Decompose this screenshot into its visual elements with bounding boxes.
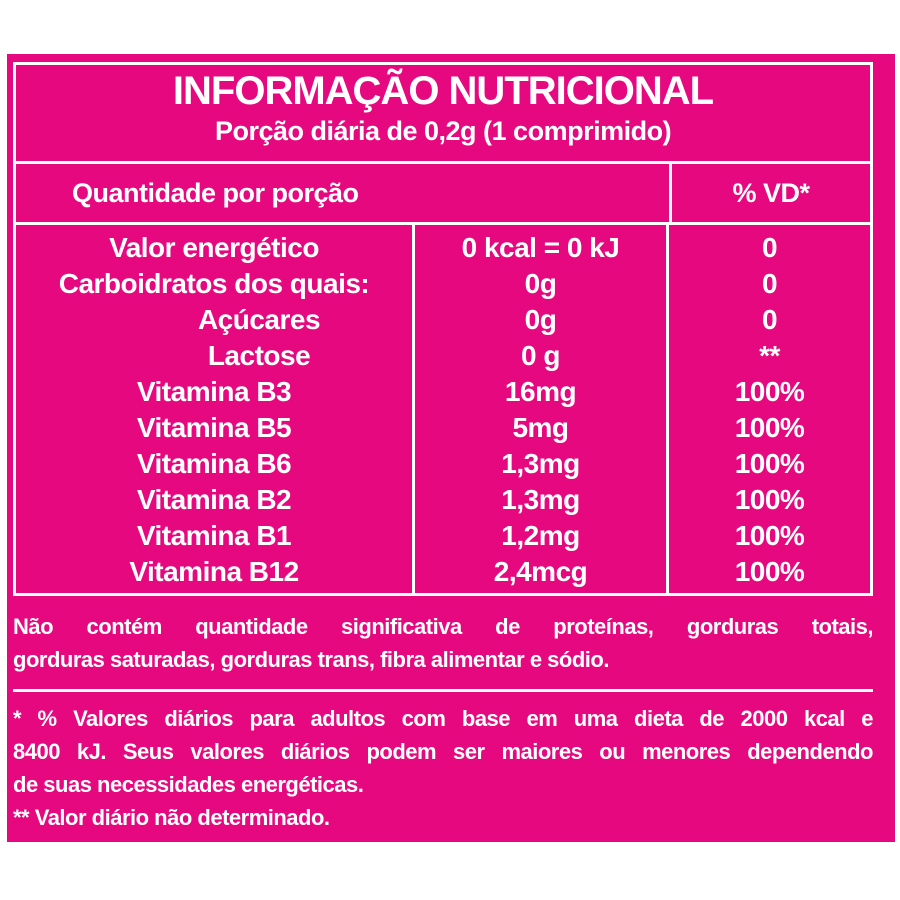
serving-size-line: Porção diária de 0,2g (1 comprimido) bbox=[214, 116, 672, 146]
label-title: INFORMAÇÃO NUTRICIONAL bbox=[172, 69, 714, 113]
nutrient-vd: 100% bbox=[734, 520, 805, 551]
nutrient-vd: 100% bbox=[734, 412, 805, 443]
nutrient-label: Vitamina B5 bbox=[136, 412, 292, 443]
nutrient-vd: 0 bbox=[761, 232, 778, 263]
footnote-line: 8400 kJ. Seus valores diários podem ser … bbox=[13, 739, 874, 764]
nutrient-vd: 0 bbox=[761, 304, 778, 335]
nutrient-amount: 1,2mg bbox=[501, 520, 580, 551]
nutrient-amount: 1,3mg bbox=[501, 448, 580, 479]
nutrient-amount: 2,4mcg bbox=[493, 556, 588, 587]
column-nutrient-labels: Valor energético Carboidratos dos quais:… bbox=[16, 225, 415, 593]
nutrient-amount: 0 kcal = 0 kJ bbox=[461, 232, 620, 263]
table-header-row: Quantidade por porção % VD* bbox=[16, 164, 870, 225]
no-significant-amounts-note: Não contém quantidade significativa de p… bbox=[13, 610, 874, 676]
nutrient-label: Vitamina B3 bbox=[136, 376, 292, 407]
nutrient-label: Valor energético bbox=[109, 232, 319, 263]
nutrient-amount: 5mg bbox=[512, 412, 569, 443]
header-quantity-label: Quantidade por porção bbox=[16, 164, 672, 222]
notes-area: Não contém quantidade significativa de p… bbox=[13, 610, 874, 834]
nutrient-label: Açúcares bbox=[197, 304, 321, 335]
nutrient-vd: 100% bbox=[734, 484, 805, 515]
note-line: gorduras saturadas, gorduras trans, fibr… bbox=[13, 647, 609, 672]
nutrient-amount: 0 g bbox=[521, 340, 560, 371]
nutrition-table: INFORMAÇÃO NUTRICIONAL Porção diária de … bbox=[13, 62, 873, 596]
footnote-line: * % Valores diários para adultos com bas… bbox=[13, 706, 874, 731]
nutrient-vd: 100% bbox=[734, 556, 805, 587]
nutrient-label: Vitamina B2 bbox=[136, 484, 292, 515]
title-section: INFORMAÇÃO NUTRICIONAL Porção diária de … bbox=[16, 65, 870, 164]
nutrient-label: Carboidratos dos quais: bbox=[58, 268, 370, 299]
nutrient-vd: 0 bbox=[761, 268, 778, 299]
header-vd-label: % VD* bbox=[732, 177, 810, 208]
nutrient-label: Vitamina B1 bbox=[136, 520, 292, 551]
value-not-determined-footnote: ** Valor diário não determinado. bbox=[13, 805, 330, 830]
note-line: Não contém quantidade significativa de p… bbox=[13, 614, 874, 639]
nutrient-vd: ** bbox=[759, 340, 780, 371]
column-daily-value: 0 0 0 ** 100% 100% 100% 100% 100% 100% bbox=[669, 225, 870, 593]
column-amounts: 0 kcal = 0 kJ 0g 0g 0 g 16mg 5mg 1,3mg 1… bbox=[415, 225, 669, 593]
nutrient-amount: 0g bbox=[524, 268, 557, 299]
footnote-separator-line bbox=[13, 689, 873, 692]
footnote-line: de suas necessidades energéticas. bbox=[13, 772, 364, 797]
nutrient-vd: 100% bbox=[734, 448, 805, 479]
nutrition-label: INFORMAÇÃO NUTRICIONAL Porção diária de … bbox=[7, 54, 895, 842]
nutrient-label: Vitamina B12 bbox=[129, 556, 299, 587]
daily-values-footnote: * % Valores diários para adultos com bas… bbox=[13, 702, 874, 801]
table-body: Valor energético Carboidratos dos quais:… bbox=[16, 225, 870, 593]
nutrient-amount: 0g bbox=[524, 304, 557, 335]
nutrient-label: Vitamina B6 bbox=[136, 448, 292, 479]
nutrient-vd: 100% bbox=[734, 376, 805, 407]
nutrient-amount: 16mg bbox=[504, 376, 577, 407]
nutrient-amount: 1,3mg bbox=[501, 484, 580, 515]
nutrient-label: Lactose bbox=[207, 340, 311, 371]
